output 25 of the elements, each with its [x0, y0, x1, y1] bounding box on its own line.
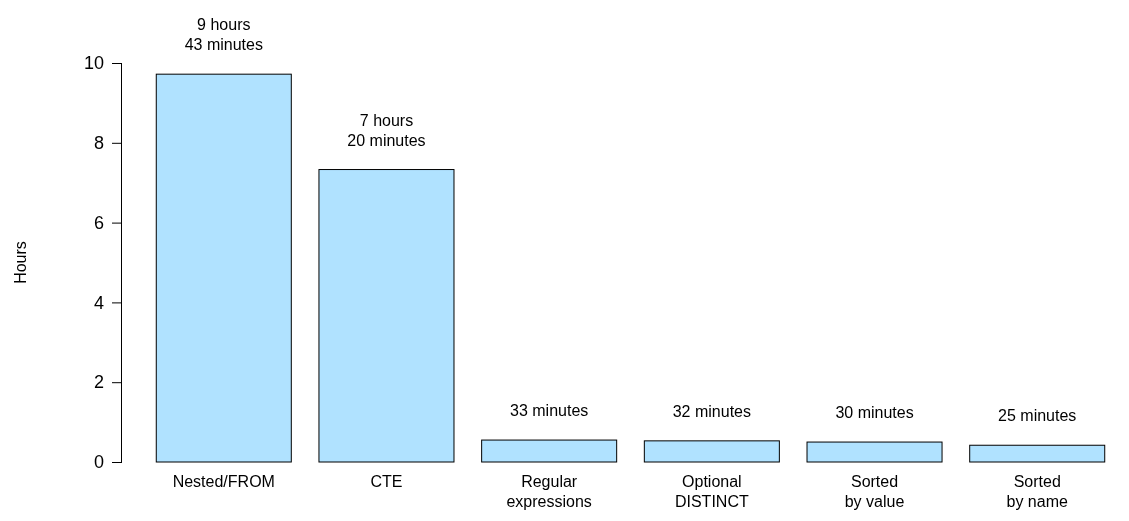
y-tick-label: 10 — [83, 53, 104, 74]
bar — [481, 439, 618, 463]
annotation: 32 minutes — [672, 402, 751, 420]
bar — [643, 440, 780, 463]
y-tick-label: 0 — [93, 452, 104, 473]
bar — [969, 444, 1106, 463]
x-tick-label: CTE — [370, 473, 403, 490]
y-tick-label: 6 — [93, 212, 104, 233]
y-tick-label: 2 — [93, 372, 104, 393]
annotation: 7 hours 20 minutes — [347, 111, 426, 149]
x-tick-label: Nested/FROM — [172, 473, 275, 490]
x-tick-label: Sorted by value — [844, 473, 905, 510]
annotation: 9 hours 43 minutes — [184, 16, 263, 54]
annotation: 25 minutes — [998, 407, 1077, 425]
bar — [155, 73, 292, 463]
bar — [806, 441, 943, 463]
bar — [318, 169, 455, 463]
y-tick-label: 8 — [93, 133, 104, 154]
y-axis-title: Hours — [12, 241, 29, 284]
annotation: 30 minutes — [835, 404, 914, 422]
x-tick-label: Regular expressions — [506, 473, 592, 510]
x-tick-label: Sorted by name — [1006, 473, 1068, 510]
y-tick-label: 4 — [93, 292, 104, 313]
x-tick-label: Optional DISTINCT — [674, 473, 749, 510]
annotation: 33 minutes — [510, 402, 589, 420]
